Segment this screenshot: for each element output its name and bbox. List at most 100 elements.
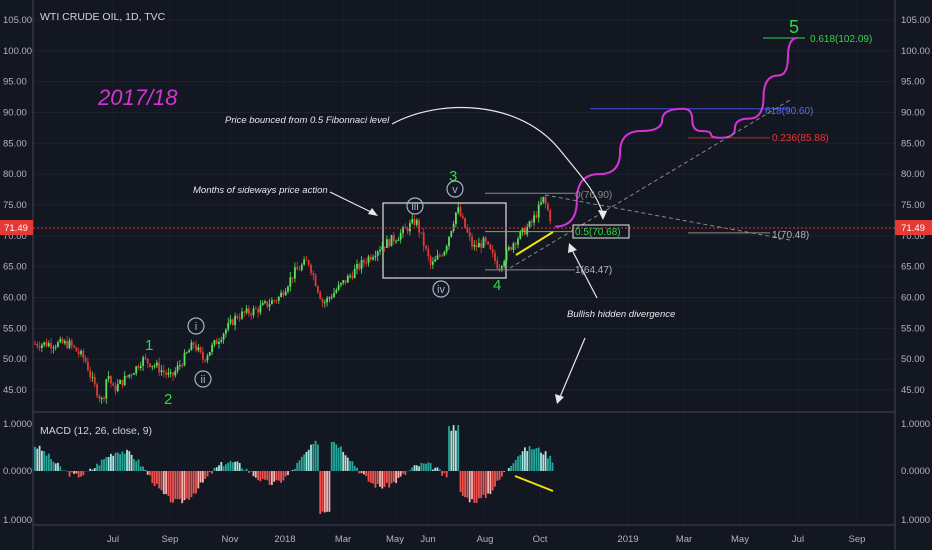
candle-body xyxy=(248,308,250,314)
candle-body xyxy=(225,329,227,334)
macd-bar xyxy=(68,471,71,477)
macd-bar xyxy=(395,471,397,484)
candle-body xyxy=(291,277,294,279)
macd-bar xyxy=(455,430,457,471)
macd-bar xyxy=(415,465,418,471)
macd-bar xyxy=(429,463,432,471)
candle-body xyxy=(402,227,404,234)
price-tick-right: 95.00 xyxy=(901,77,925,88)
candle-body xyxy=(236,315,239,319)
candle-body xyxy=(386,239,388,248)
macd-bar xyxy=(344,455,347,471)
candle-body xyxy=(294,267,296,279)
candle-body xyxy=(252,308,255,316)
macd-bar xyxy=(342,451,345,471)
macd-bar xyxy=(275,471,278,481)
macd-bar xyxy=(259,471,262,482)
candle-body xyxy=(468,232,471,237)
macd-bar xyxy=(213,467,216,471)
candle-body xyxy=(544,196,547,204)
macd-bar xyxy=(330,441,333,471)
price-axis-right[interactable]: 105.00 100.00 95.00 90.00 85.00 80.00 75.00 70.… xyxy=(901,15,930,526)
candle-body xyxy=(471,236,473,247)
candle-body xyxy=(234,315,236,326)
candle-body xyxy=(303,259,305,265)
svg-text:v: v xyxy=(452,184,458,196)
macd-bar xyxy=(517,456,519,471)
macd-tick-left: 0.0000 xyxy=(3,466,32,477)
candle-body xyxy=(59,338,62,343)
macd-tick-left: 1.0000 xyxy=(3,515,32,526)
macd-bar xyxy=(61,470,64,471)
macd-bar xyxy=(47,453,50,471)
macd-bar xyxy=(185,471,188,499)
macd-bar xyxy=(482,471,485,495)
candle-body xyxy=(45,342,48,347)
macd-bar xyxy=(466,471,469,498)
candle-body xyxy=(162,370,165,373)
candle-body xyxy=(128,374,131,377)
macd-bar xyxy=(153,471,156,487)
macd-bar xyxy=(264,471,266,480)
macd-bar xyxy=(457,425,460,471)
candle-body xyxy=(133,373,135,375)
price-tick-right: 60.00 xyxy=(901,293,925,304)
macd-bar xyxy=(70,471,73,473)
candle-body xyxy=(549,210,552,222)
time-tick: Oct xyxy=(533,534,548,545)
macd-bar xyxy=(461,471,464,496)
macd-bar xyxy=(411,467,414,471)
candle-body xyxy=(321,299,324,303)
candle-body xyxy=(70,340,73,346)
macd-bar xyxy=(103,459,105,471)
macd-bar xyxy=(280,471,282,483)
macd-bar xyxy=(165,471,167,495)
macd-title[interactable]: MACD (12, 26, close, 9) xyxy=(40,425,152,437)
macd-bar xyxy=(273,471,276,482)
macd-bar xyxy=(317,444,319,471)
candle-body xyxy=(107,375,110,380)
candle-body xyxy=(330,297,333,299)
symbol-title[interactable]: WTI CRUDE OIL, 1D, TVC xyxy=(40,11,166,23)
price-axis-left[interactable]: 105.00 100.00 95.00 90.00 85.00 80.00 75.00 70.… xyxy=(3,15,32,526)
macd-bar xyxy=(503,471,506,472)
price-tick-left: 105.00 xyxy=(3,15,32,26)
macd-bar xyxy=(172,471,174,503)
macd-bar xyxy=(464,471,466,498)
macd-bar xyxy=(526,451,529,471)
candle-body xyxy=(275,300,278,302)
macd-bar xyxy=(376,471,379,484)
macd-bar xyxy=(36,448,39,471)
candle-body xyxy=(376,251,379,256)
time-axis[interactable]: Jul Sep Nov 2018 Mar May Jun Aug Oct 2019 Mar May Ju… xyxy=(107,534,866,545)
macd-bar xyxy=(436,467,439,471)
candle-body xyxy=(280,292,282,297)
macd-bar xyxy=(100,459,103,471)
macd-bar xyxy=(542,454,545,471)
candle-body xyxy=(510,247,512,250)
candle-body xyxy=(392,235,395,242)
svg-text:iv: iv xyxy=(437,284,445,296)
macd-bar xyxy=(478,471,480,499)
time-tick: Nov xyxy=(222,534,239,545)
candle-body xyxy=(298,269,301,271)
macd-bar xyxy=(59,466,62,471)
candle-body xyxy=(441,255,443,257)
candle-body xyxy=(100,398,103,400)
candle-body xyxy=(312,273,315,276)
candle-body xyxy=(436,255,439,260)
fibonacci-levels xyxy=(485,37,805,271)
time-tick: Sep xyxy=(849,534,866,545)
macd-bar xyxy=(335,444,338,471)
macd-bar xyxy=(126,449,128,471)
macd-bar xyxy=(238,463,241,471)
time-tick: 2018 xyxy=(274,534,295,545)
time-tick: May xyxy=(386,534,404,545)
fib-bounce-note: Price bounced from 0.5 Fibonnaci level xyxy=(225,115,390,126)
current-price-value-right: 71.49 xyxy=(901,223,925,234)
candle-body xyxy=(172,372,174,376)
macd-bar xyxy=(146,471,149,475)
macd-bar xyxy=(356,467,358,471)
